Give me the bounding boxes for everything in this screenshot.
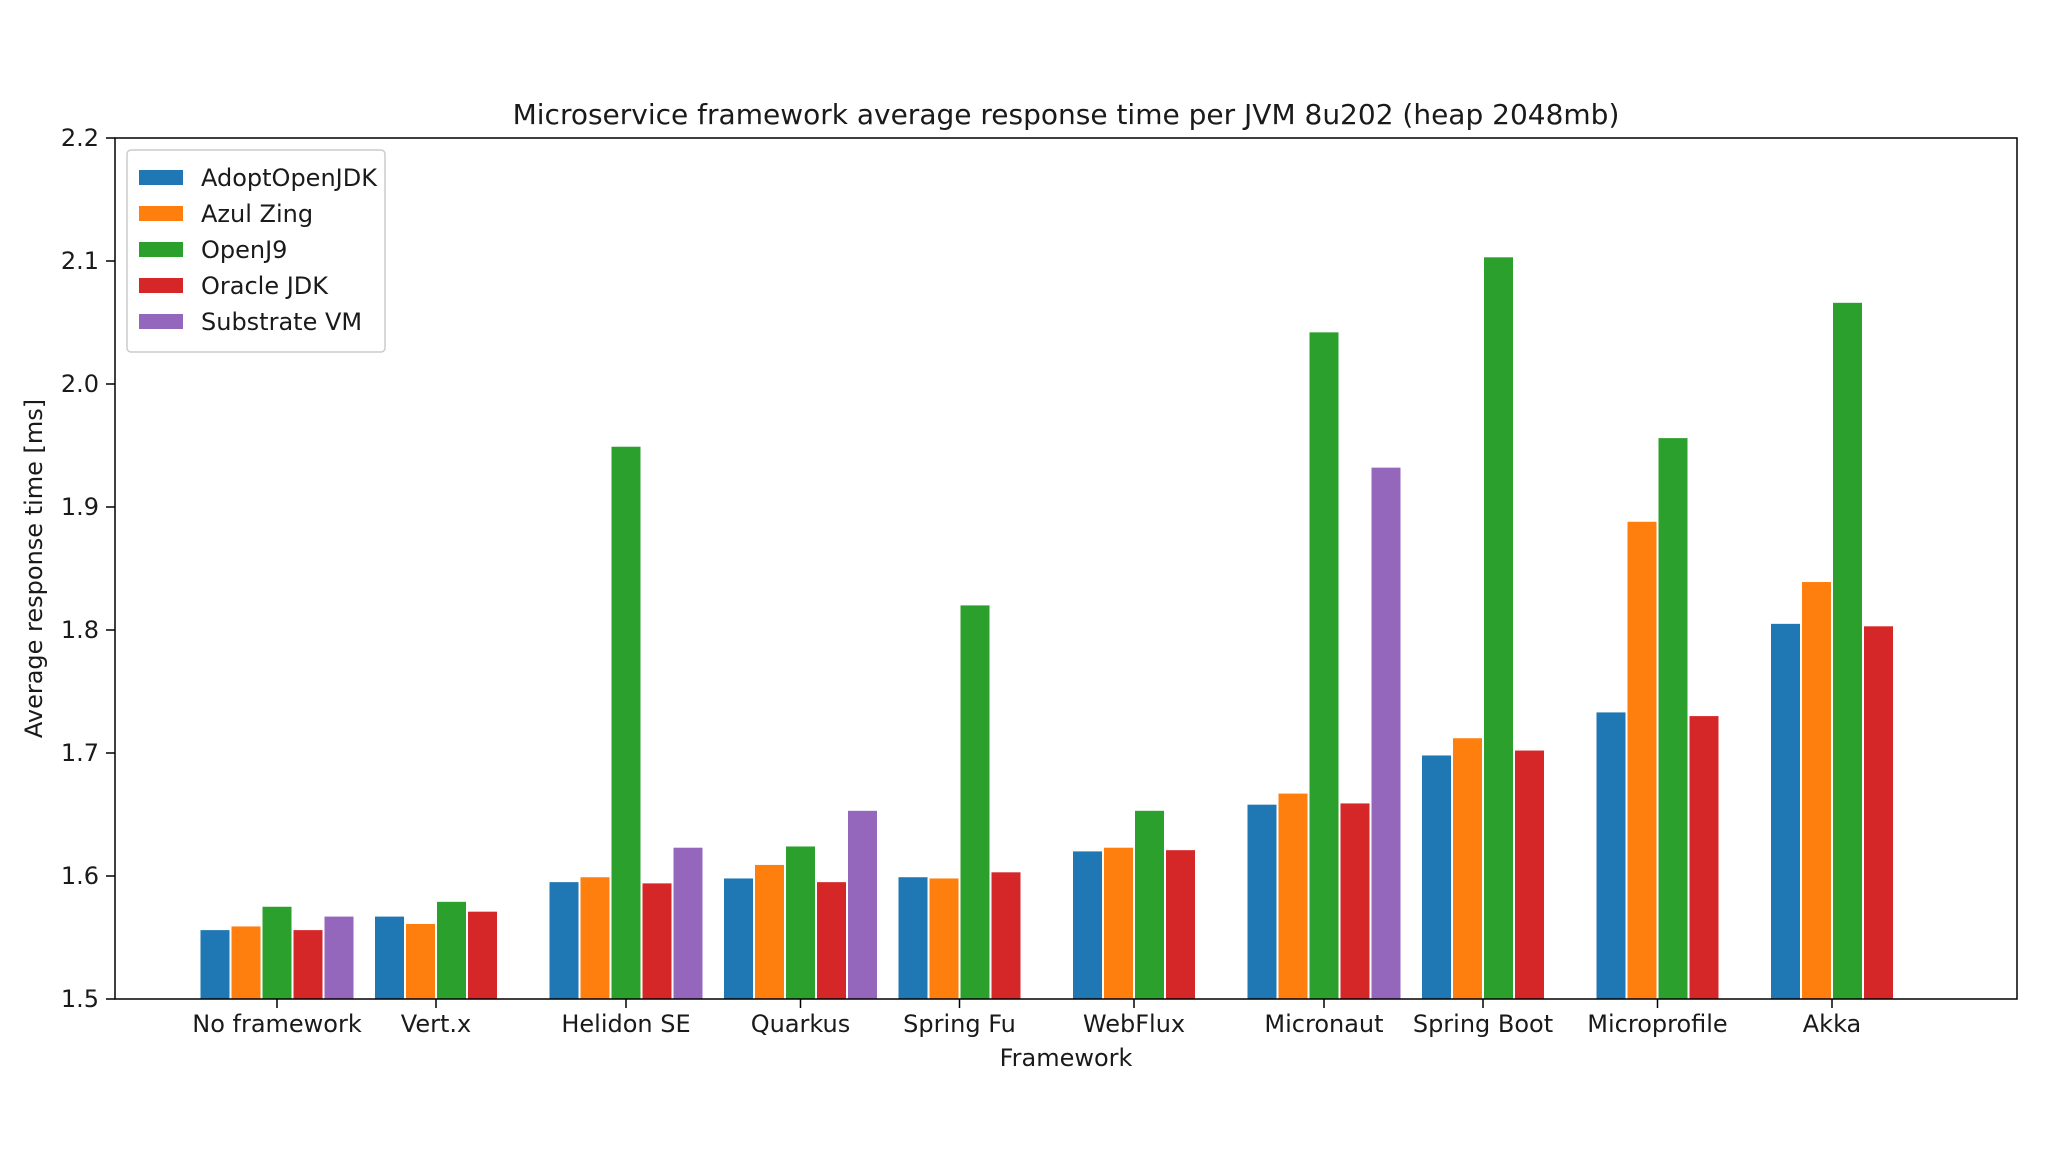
y-tick-label: 2.0 bbox=[61, 370, 99, 398]
bar-azul-zing-microprofile bbox=[1627, 521, 1657, 999]
plot-frame bbox=[114, 137, 2018, 1000]
x-tick-label: Spring Boot bbox=[1413, 1010, 1553, 1038]
bar-adoptopenjdk-akka bbox=[1771, 623, 1800, 999]
x-tick-label: No framework bbox=[192, 1010, 362, 1038]
legend-label: Azul Zing bbox=[201, 200, 313, 228]
bar-openj9-webflux bbox=[1135, 810, 1164, 999]
bar-adoptopenjdk-no-framework bbox=[200, 930, 230, 999]
x-tick-label: Quarkus bbox=[751, 1010, 851, 1038]
bar-openj9-spring-boot bbox=[1484, 257, 1513, 999]
bar-azul-zing-spring-boot bbox=[1453, 738, 1482, 999]
bar-openj9-microprofile bbox=[1658, 438, 1688, 999]
bar-openj9-akka bbox=[1833, 302, 1862, 999]
bar-oracle-jdk-no-framework bbox=[293, 930, 323, 999]
x-tick-label: Vert.x bbox=[401, 1010, 471, 1038]
bar-oracle-jdk-quarkus bbox=[817, 882, 846, 999]
y-tick-label: 1.7 bbox=[61, 739, 99, 767]
x-tick-label: Micronaut bbox=[1264, 1010, 1383, 1038]
legend-swatch bbox=[139, 170, 183, 185]
x-tick-label: Akka bbox=[1803, 1010, 1862, 1038]
bar-oracle-jdk-micronaut bbox=[1340, 803, 1370, 999]
legend-label: OpenJ9 bbox=[201, 236, 287, 264]
bar-adoptopenjdk-quarkus bbox=[724, 878, 753, 999]
x-axis: No framework Vert.x Helidon SE Quarkus Sprin… bbox=[192, 999, 1861, 1038]
x-axis-label: Framework bbox=[1000, 1044, 1133, 1072]
bar-substrate-vm-helidon-se bbox=[673, 847, 703, 999]
bar-adoptopenjdk-spring-boot bbox=[1422, 755, 1451, 999]
bar-azul-zing-spring-fu bbox=[929, 878, 959, 999]
bar-substrate-vm-micronaut bbox=[1371, 467, 1401, 999]
y-tick-label: 1.8 bbox=[61, 616, 99, 644]
bar-adoptopenjdk-microprofile bbox=[1596, 712, 1626, 999]
bar-oracle-jdk-helidon-se bbox=[642, 883, 672, 999]
bar-azul-zing-helidon-se bbox=[580, 877, 610, 999]
bar-azul-zing-vert-x bbox=[406, 923, 435, 999]
legend: AdoptOpenJDK Azul Zing OpenJ9 Oracle JDK Sub… bbox=[126, 149, 386, 353]
x-tick-label: Helidon SE bbox=[561, 1010, 690, 1038]
y-tick-label: 2.1 bbox=[61, 247, 99, 275]
bar-openj9-micronaut bbox=[1309, 332, 1339, 1000]
bar-adoptopenjdk-webflux bbox=[1073, 851, 1102, 999]
x-tick-label: WebFlux bbox=[1083, 1010, 1185, 1038]
legend-label: Oracle JDK bbox=[201, 272, 329, 300]
legend-label: AdoptOpenJDK bbox=[201, 164, 378, 192]
bar-openj9-helidon-se bbox=[611, 446, 641, 1000]
bar-openj9-quarkus bbox=[786, 846, 815, 999]
bar-oracle-jdk-akka bbox=[1864, 626, 1893, 999]
legend-swatch bbox=[139, 242, 183, 257]
bar-adoptopenjdk-helidon-se bbox=[549, 882, 579, 999]
y-tick-label: 1.9 bbox=[61, 493, 99, 521]
legend-swatch bbox=[139, 206, 183, 221]
y-tick-label: 2.2 bbox=[61, 124, 99, 152]
bar-adoptopenjdk-vert-x bbox=[375, 916, 404, 999]
legend-swatch bbox=[139, 278, 183, 293]
bar-openj9-vert-x bbox=[437, 901, 466, 999]
bar-openj9-no-framework bbox=[262, 906, 292, 999]
bar-azul-zing-quarkus bbox=[755, 864, 784, 999]
bar-oracle-jdk-microprofile bbox=[1689, 716, 1719, 999]
bar-openj9-spring-fu bbox=[960, 605, 990, 999]
y-axis-label: Average response time [ms] bbox=[20, 399, 48, 738]
bar-oracle-jdk-spring-boot bbox=[1515, 750, 1544, 999]
bar-oracle-jdk-vert-x bbox=[468, 911, 497, 999]
bar-adoptopenjdk-micronaut bbox=[1247, 804, 1277, 999]
y-tick-label: 1.5 bbox=[61, 985, 99, 1013]
bar-azul-zing-webflux bbox=[1104, 847, 1133, 999]
chart-title: Microservice framework average response … bbox=[513, 98, 1620, 131]
x-tick-label: Microprofile bbox=[1587, 1010, 1727, 1038]
legend-swatch bbox=[139, 314, 183, 329]
bar-azul-zing-akka bbox=[1802, 582, 1831, 999]
bar-azul-zing-micronaut bbox=[1278, 793, 1308, 999]
y-axis: 1.5 1.6 1.7 1.8 1.9 2.0 2.1 2.2 bbox=[61, 124, 115, 1013]
bar-substrate-vm-quarkus bbox=[848, 810, 877, 999]
legend-box bbox=[126, 149, 386, 353]
bar-oracle-jdk-spring-fu bbox=[991, 872, 1021, 999]
bar-substrate-vm-no-framework bbox=[324, 916, 354, 999]
y-tick-label: 1.6 bbox=[61, 862, 99, 890]
x-tick-label: Spring Fu bbox=[903, 1010, 1016, 1038]
bar-oracle-jdk-webflux bbox=[1166, 850, 1195, 999]
bar-azul-zing-no-framework bbox=[231, 926, 261, 999]
bar-adoptopenjdk-spring-fu bbox=[898, 877, 928, 999]
legend-label: Substrate VM bbox=[201, 308, 362, 336]
